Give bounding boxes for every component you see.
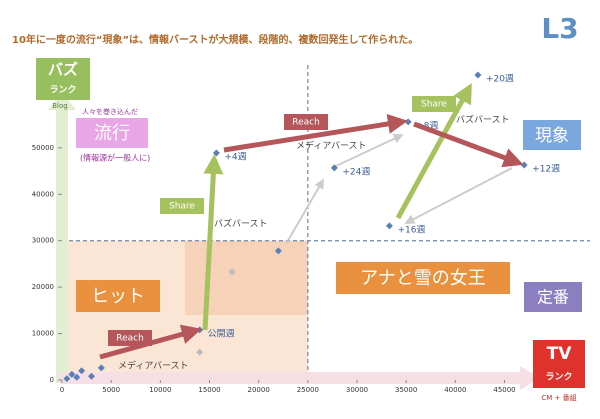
- x-tick-label: 15000: [198, 386, 220, 394]
- point-label: +24週: [342, 166, 370, 177]
- point-label: 公開週: [208, 328, 235, 339]
- x-tick-label: 5000: [102, 386, 120, 394]
- arrow: [285, 178, 325, 245]
- share-box: [412, 96, 456, 112]
- point: [63, 375, 71, 383]
- movie: アナと雪の女王: [360, 268, 486, 289]
- genshou: 現象: [535, 126, 569, 146]
- x-tick-label: 45000: [493, 386, 515, 394]
- share: Share: [421, 100, 447, 110]
- x-axis-arrow: [60, 366, 540, 390]
- point: [274, 247, 282, 255]
- y-axis-box: [36, 58, 90, 100]
- point-label: +4週: [224, 151, 246, 162]
- y-axis-title: バズ: [48, 61, 78, 79]
- y-tick-label: 30000: [32, 237, 54, 245]
- x-axis-title: TV: [547, 344, 573, 364]
- y-tick-label: 50000: [32, 144, 54, 152]
- point: [228, 268, 236, 276]
- point: [88, 372, 95, 380]
- x-axis-subtitle: ランク: [545, 372, 572, 383]
- reach-box: [108, 330, 152, 346]
- title: 10年に一度の流行“現象”は、情報バーストが大規模、段階的、複数回発生して作られ…: [12, 33, 418, 46]
- point-label: +16週: [397, 224, 425, 235]
- point: [385, 222, 393, 230]
- arrow: [335, 134, 404, 167]
- reach: Reach: [292, 118, 320, 128]
- x-axis-unit: CM + 番組: [541, 393, 576, 402]
- y-tick-label: 0: [50, 376, 54, 384]
- point: [474, 71, 482, 79]
- point: [73, 373, 81, 381]
- region: [184, 240, 308, 315]
- point: [520, 161, 528, 169]
- x-tick-label: 10000: [149, 386, 171, 394]
- x-tick-label: 0: [60, 386, 64, 394]
- y-tick-label: 10000: [32, 330, 54, 338]
- reach-box: [284, 114, 328, 130]
- point: [404, 118, 412, 126]
- share: Share: [169, 202, 195, 212]
- share-box: [160, 198, 204, 214]
- y-tick-label: 20000: [32, 283, 54, 291]
- x-tick-label: 35000: [395, 386, 417, 394]
- teiban: 定番: [537, 288, 569, 307]
- ryuko-sub: (情報源が一般人に): [80, 153, 150, 163]
- ryuko-note: 人々を巻き込んだ: [82, 107, 138, 116]
- badge: L3: [541, 12, 578, 45]
- point: [196, 348, 204, 356]
- x-tick-label: 20000: [248, 386, 270, 394]
- y-axis-subtitle: ランク: [49, 85, 76, 96]
- arrow: [202, 154, 224, 331]
- arrow: [223, 114, 408, 153]
- y-axis-unit: Blog: [52, 102, 67, 110]
- point: [78, 367, 86, 375]
- y-axis-arrow: [48, 92, 76, 383]
- point-label: +20週: [486, 73, 514, 84]
- movie-box: [336, 262, 510, 294]
- x-tick-label: 40000: [444, 386, 466, 394]
- media-burst: メディアバースト: [118, 360, 189, 372]
- x-tick-label: 25000: [297, 386, 319, 394]
- genshou-box: [523, 120, 581, 150]
- point-label: +12週: [532, 164, 560, 175]
- point-label: +8週: [416, 120, 438, 131]
- x-tick-label: 30000: [346, 386, 368, 394]
- arrow: [395, 82, 472, 220]
- reach: Reach: [116, 334, 144, 344]
- hit: ヒット: [91, 286, 145, 307]
- point: [212, 149, 220, 157]
- point: [97, 364, 105, 372]
- arrow: [413, 121, 524, 168]
- ryuko-box: [76, 118, 148, 148]
- teiban-box: [524, 282, 582, 312]
- y-tick-label: 40000: [32, 190, 54, 198]
- media-burst: メディアバースト: [296, 140, 367, 152]
- plot: 0 10000 20000 30000 40000 50000 0 5000 10000 1500…: [32, 71, 560, 394]
- x-axis-box: [533, 340, 585, 388]
- buzz-burst: バズバースト: [456, 114, 510, 126]
- buzz-burst: バズバースト: [214, 218, 268, 230]
- hit-box: [76, 280, 160, 312]
- point: [68, 370, 76, 378]
- arrow: [404, 167, 513, 224]
- ryuko: 流行: [94, 123, 130, 144]
